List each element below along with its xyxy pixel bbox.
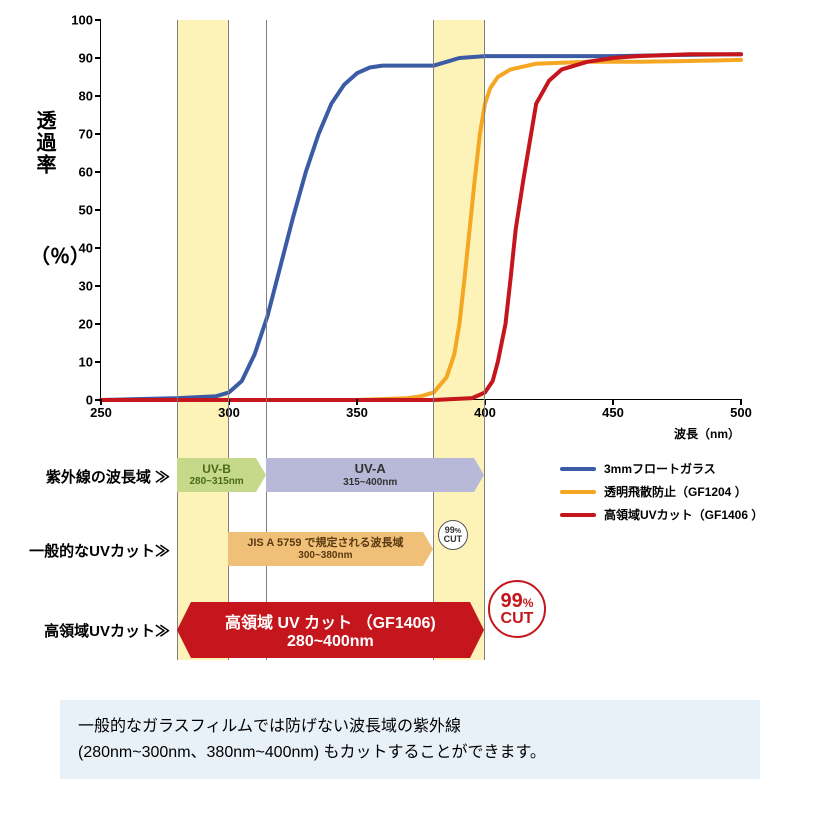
footer-line2: (280nm~300nm、380nm~400nm) もカットすることができます。: [78, 740, 742, 766]
uvb-range: 280~315nm: [189, 476, 243, 487]
cut-badge-small: 99% CUT: [438, 520, 468, 550]
legend-label: 高領域UVカット（GF1406 ）: [604, 506, 763, 523]
legend-swatch: [560, 467, 596, 471]
legend-item: 3mmフロートガラス: [560, 460, 763, 477]
gf1406-range: 280~400nm: [287, 633, 374, 651]
row-label-high-uv: 高領域UVカット≫: [20, 620, 170, 641]
gf1406-range-box: 高領域 UV カット （GF1406) 280~400nm: [191, 602, 470, 658]
line-series: [101, 20, 741, 400]
badge-small-label: CUT: [444, 535, 463, 544]
guide-line: [177, 20, 178, 660]
row-label-uv-range: 紫外線の波長域 ≫: [20, 466, 170, 487]
chart: 0102030405060708090100250300350400450500…: [100, 20, 740, 400]
plot-area: 0102030405060708090100250300350400450500: [100, 20, 740, 400]
legend-label: 透明飛散防止（GF1204 ）: [604, 483, 747, 500]
footer-note: 一般的なガラスフィルムでは防げない波長域の紫外線 (280nm~300nm、38…: [60, 700, 760, 779]
jis-range-box: JIS A 5759 で規定される波長域 300~380nm: [228, 532, 423, 566]
legend-swatch: [560, 490, 596, 494]
uva-range: 315~400nm: [343, 477, 397, 488]
root: 透過率 （％） 01020304050607080901002503003504…: [0, 0, 821, 821]
cut-badge-large: 99% CUT: [488, 580, 546, 638]
guide-line: [433, 20, 434, 660]
legend-item: 高領域UVカット（GF1406 ）: [560, 506, 763, 523]
uvb-range-box: UV-B 280~315nm: [177, 458, 257, 492]
legend-item: 透明飛散防止（GF1204 ）: [560, 483, 763, 500]
series-gf1406: [101, 54, 741, 400]
uva-range-box: UV-A 315~400nm: [266, 458, 474, 492]
legend-swatch: [560, 513, 596, 517]
uvb-title: UV-B: [189, 463, 243, 476]
x-axis-label: 波長（nm）: [674, 425, 740, 442]
footer-line1: 一般的なガラスフィルムでは防げない波長域の紫外線: [78, 714, 742, 740]
jis-range: 300~380nm: [247, 550, 403, 561]
badge-large-unit: %: [523, 596, 534, 610]
guide-line: [484, 20, 485, 660]
jis-title: JIS A 5759 で規定される波長域: [247, 537, 403, 549]
series-float3mm: [101, 54, 741, 400]
legend-label: 3mmフロートガラス: [604, 460, 716, 477]
series-gf1204: [101, 60, 741, 400]
uva-title: UV-A: [343, 462, 397, 476]
row-label-general-uv: 一般的なUVカット≫: [20, 540, 170, 561]
badge-large-label: CUT: [501, 611, 534, 627]
y-axis-label: 透過率: [30, 110, 59, 176]
legend: 3mmフロートガラス 透明飛散防止（GF1204 ） 高領域UVカット（GF14…: [560, 460, 763, 529]
badge-large-value: 99: [501, 590, 523, 612]
gf1406-title: 高領域 UV カット （GF1406): [225, 609, 436, 633]
